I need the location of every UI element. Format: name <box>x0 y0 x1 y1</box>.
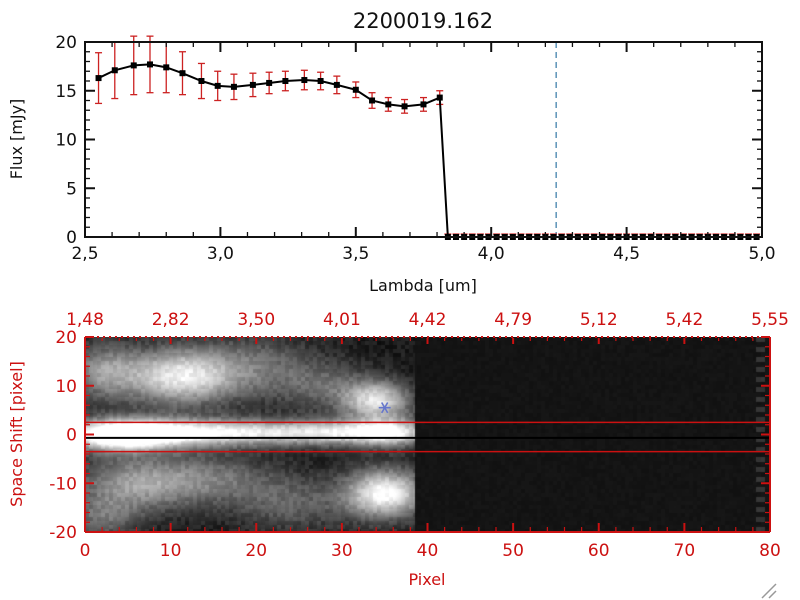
error-bars <box>95 35 761 238</box>
wavelength-tick-label: 4,01 <box>323 310 361 330</box>
data-point-marker <box>301 77 308 84</box>
plot-title: 2200019.162 <box>353 9 493 33</box>
data-point-marker <box>420 101 427 108</box>
wavelength-tick-label: 2,82 <box>152 310 190 330</box>
flux-axis-label: Flux [mJy] <box>7 99 26 180</box>
shift-tick-label: 0 <box>66 426 77 446</box>
data-point-marker <box>333 81 340 88</box>
y-tick-label: 5 <box>66 179 77 199</box>
data-point-marker <box>317 78 324 84</box>
data-point-marker <box>230 83 237 90</box>
x-tick-label: 2,5 <box>71 244 98 264</box>
data-point-marker <box>369 97 376 104</box>
pixel-tick-label: 30 <box>331 541 353 561</box>
data-point-marker <box>266 79 273 86</box>
pixel-tick-label: 50 <box>502 541 524 561</box>
x-tick-label: 5,0 <box>748 244 775 264</box>
y-tick-label: 0 <box>66 228 77 248</box>
pixel-tick-label: 20 <box>245 541 267 561</box>
pixel-tick-label: 10 <box>160 541 182 561</box>
spectrum-plot-frame <box>84 41 763 238</box>
pixel-tick-label: 40 <box>417 541 439 561</box>
data-point-marker <box>249 81 256 88</box>
data-point-marker <box>163 64 170 71</box>
wavelength-tick-label: 4,79 <box>494 310 532 330</box>
wavelength-tick-label: 5,12 <box>580 310 618 330</box>
shift-tick-label: 20 <box>55 328 77 348</box>
spatial-plot: 0 10 20 30 40 50 60 70 80 20 10 0 -10 -20 1,48 2,82 3,50… <box>49 310 789 561</box>
shift-tick-label: 10 <box>55 377 77 397</box>
data-point-marker <box>436 94 443 101</box>
data-point-marker <box>282 78 289 84</box>
shift-tick-label: -20 <box>49 523 77 543</box>
data-point-marker <box>179 70 186 77</box>
data-point-marker <box>214 82 221 89</box>
wavelength-tick-label: 1,48 <box>66 310 104 330</box>
x-tick-label: 4,0 <box>478 244 505 264</box>
x-tick-label: 3,0 <box>207 244 234 264</box>
spectrum-markers <box>95 61 760 240</box>
pixel-axis-label: Pixel <box>408 570 445 589</box>
asterisk-marker <box>378 402 391 414</box>
x-tick-label: 3,5 <box>342 244 369 264</box>
spectrum-line <box>98 63 757 238</box>
space-shift-axis-label: Space Shift [pixel] <box>7 361 26 507</box>
data-point-marker <box>146 61 153 68</box>
data-point-marker <box>352 86 359 93</box>
data-point-marker <box>401 103 408 110</box>
shift-tick-label: -10 <box>49 474 77 494</box>
data-point-marker <box>95 75 102 82</box>
spectral-image <box>85 337 770 532</box>
pixel-tick-label: 70 <box>674 541 696 561</box>
y-tick-label: 20 <box>55 33 77 53</box>
y-tick-label: 15 <box>55 82 77 102</box>
pixel-tick-label: 60 <box>588 541 610 561</box>
pixel-tick-label: 0 <box>80 541 91 561</box>
wavelength-tick-label: 4,42 <box>409 310 447 330</box>
pixel-tick-label: 80 <box>759 541 781 561</box>
lambda-axis-label: Lambda [um] <box>369 276 477 295</box>
resize-grip-icon <box>761 583 777 599</box>
wavelength-tick-label: 3,50 <box>237 310 275 330</box>
data-point-marker <box>130 62 137 69</box>
data-point-marker <box>385 101 392 108</box>
data-point-marker <box>111 67 118 74</box>
x-tick-label: 4,5 <box>613 244 640 264</box>
data-point-marker <box>198 78 205 84</box>
y-tick-label: 10 <box>55 131 77 151</box>
spectrum-plot: 2,5 3,0 3,5 4,0 4,5 5,0 0 5 10 15 20 <box>55 33 775 264</box>
wavelength-tick-label: 5,55 <box>751 310 789 330</box>
wavelength-tick-label: 5,42 <box>665 310 703 330</box>
